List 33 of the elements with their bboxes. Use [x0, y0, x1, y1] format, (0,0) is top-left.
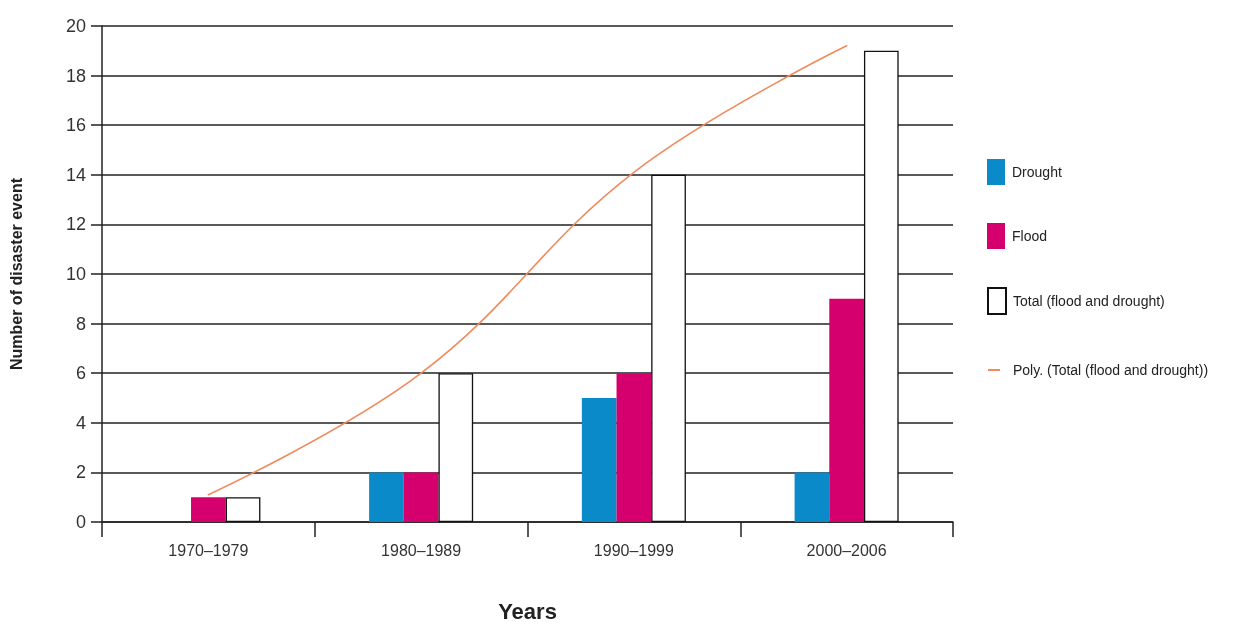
y-tick-label: 18: [65, 65, 86, 86]
x-tick-label: 1990–1999: [593, 541, 675, 559]
y-tick-label: 4: [75, 412, 86, 433]
bar: [651, 174, 686, 522]
bar: [191, 497, 226, 522]
bar: [794, 472, 830, 522]
legend-label: Flood: [1012, 228, 1048, 244]
y-axis-title: Number of disaster event: [7, 177, 25, 371]
y-tick-label: 6: [75, 363, 86, 384]
bar: [863, 50, 899, 522]
x-tick-label: 1980–1989: [381, 541, 462, 559]
x-tick-label: 2000–2006: [806, 541, 887, 559]
bar: [829, 298, 864, 522]
y-tick-label: 12: [65, 214, 86, 235]
bar: [225, 497, 261, 522]
y-tick-label: 0: [75, 512, 86, 532]
bar: [438, 373, 474, 522]
bar: [616, 373, 652, 522]
y-tick-label: 20: [65, 16, 86, 36]
bar: [581, 398, 617, 522]
y-tick-label: 8: [75, 313, 86, 334]
x-axis-title: Years: [498, 598, 557, 624]
legend-label: Poly. (Total (flood and drought)): [1013, 362, 1209, 378]
y-tick-label: 14: [65, 164, 86, 185]
legend-label: Total (flood and drought): [1013, 293, 1165, 309]
legend-label: Drought: [1012, 164, 1062, 180]
bar: [369, 472, 404, 522]
line-series: [207, 45, 848, 496]
y-tick-label: 10: [65, 264, 86, 284]
x-tick-label: 1970–1979: [168, 541, 249, 559]
bar: [403, 472, 439, 522]
y-tick-label: 2: [75, 462, 86, 483]
y-tick-label: 16: [65, 115, 86, 136]
